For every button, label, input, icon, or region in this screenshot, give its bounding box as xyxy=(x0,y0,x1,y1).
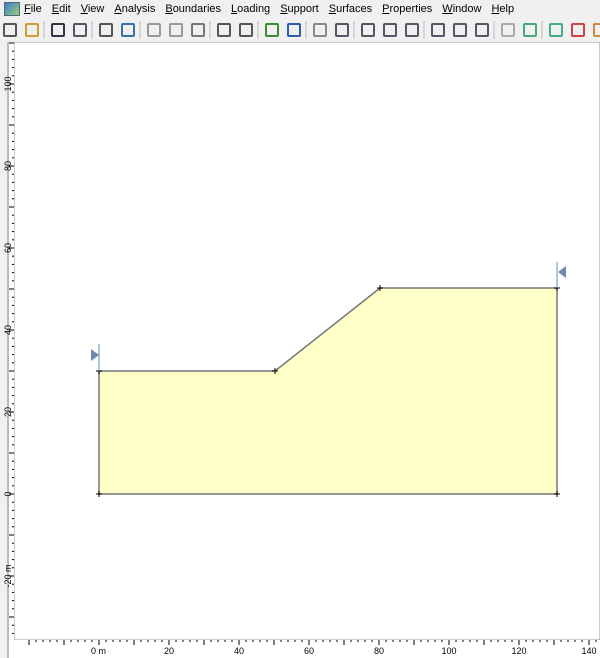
toolbar-button xyxy=(405,23,419,37)
ruler-label: 0 xyxy=(3,491,13,496)
ruler-label: 100 xyxy=(3,76,13,91)
toolbar-button xyxy=(25,23,39,37)
right-limit-marker xyxy=(558,266,566,278)
toolbar-button xyxy=(99,23,113,37)
toolbar-button xyxy=(191,23,205,37)
toolbar-button xyxy=(335,23,349,37)
toolbar-button xyxy=(313,23,327,37)
ruler-label: 0 m xyxy=(91,646,106,656)
toolbar-button xyxy=(453,23,467,37)
toolbar-button xyxy=(169,23,183,37)
toolbar-button xyxy=(239,23,253,37)
menu-item[interactable]: Properties xyxy=(382,3,433,15)
menu-item[interactable]: View xyxy=(80,3,105,15)
menu-bar: File Edit View Analysis Boundaries Loading Sup… xyxy=(0,0,600,18)
toolbar-button xyxy=(549,23,563,37)
toolbar-button xyxy=(121,23,135,37)
ruler-label: 60 xyxy=(304,646,314,656)
left-limit-marker xyxy=(91,349,99,361)
toolbar-button xyxy=(3,23,17,37)
ruler-label: 120 xyxy=(511,646,526,656)
toolbar-button xyxy=(51,23,65,37)
toolbar-button xyxy=(73,23,87,37)
ruler-label: 80 xyxy=(3,161,13,171)
ruler-label: 40 xyxy=(234,646,244,656)
toolbar-button xyxy=(217,23,231,37)
menu-item[interactable]: Edit xyxy=(51,3,71,15)
left-ruler xyxy=(9,42,14,640)
toolbar-button xyxy=(571,23,585,37)
ruler-label: 80 xyxy=(374,646,384,656)
toolbar-icons xyxy=(3,21,600,39)
toolbar-button xyxy=(361,23,375,37)
toolbar-button xyxy=(287,23,301,37)
ruler-label: 100 xyxy=(441,646,456,656)
toolbar-button xyxy=(383,23,397,37)
menu-item[interactable]: Surfaces xyxy=(328,3,373,15)
toolbar-button xyxy=(475,23,489,37)
toolbar-button xyxy=(501,23,515,37)
menu-item[interactable]: Analysis xyxy=(114,3,156,15)
model-view: 0 m 20 40 60 80 100 120 140 100 80 60 40 20 0 -20 m xyxy=(0,42,600,658)
toolbar-buttons xyxy=(3,21,600,39)
ruler-label: 20 xyxy=(3,407,13,417)
ruler-ticks: 0 m 20 40 60 80 100 120 140 100 80 60 40 20 0 -20 m xyxy=(3,42,597,656)
ruler-label: 20 xyxy=(164,646,174,656)
menu-item[interactable]: Window xyxy=(442,3,482,15)
menu-item[interactable]: Loading xyxy=(231,3,271,15)
ruler-label: 140 xyxy=(581,646,596,656)
toolbar-button xyxy=(147,23,161,37)
ruler-label: -20 m xyxy=(3,564,13,587)
menu-item[interactable]: Boundaries xyxy=(165,3,222,15)
toolbar-button xyxy=(523,23,537,37)
ruler-label: 60 xyxy=(3,243,13,253)
app-icon xyxy=(4,2,20,16)
toolbar xyxy=(0,18,600,43)
ruler-label: 40 xyxy=(3,325,13,335)
toolbar-button xyxy=(593,23,600,37)
toolbar-button xyxy=(431,23,445,37)
menu-item[interactable]: Support xyxy=(280,3,319,15)
menu-item[interactable]: File xyxy=(24,3,42,15)
toolbar-button xyxy=(265,23,279,37)
menu-item[interactable]: Help xyxy=(491,3,515,15)
bottom-ruler xyxy=(9,640,600,658)
